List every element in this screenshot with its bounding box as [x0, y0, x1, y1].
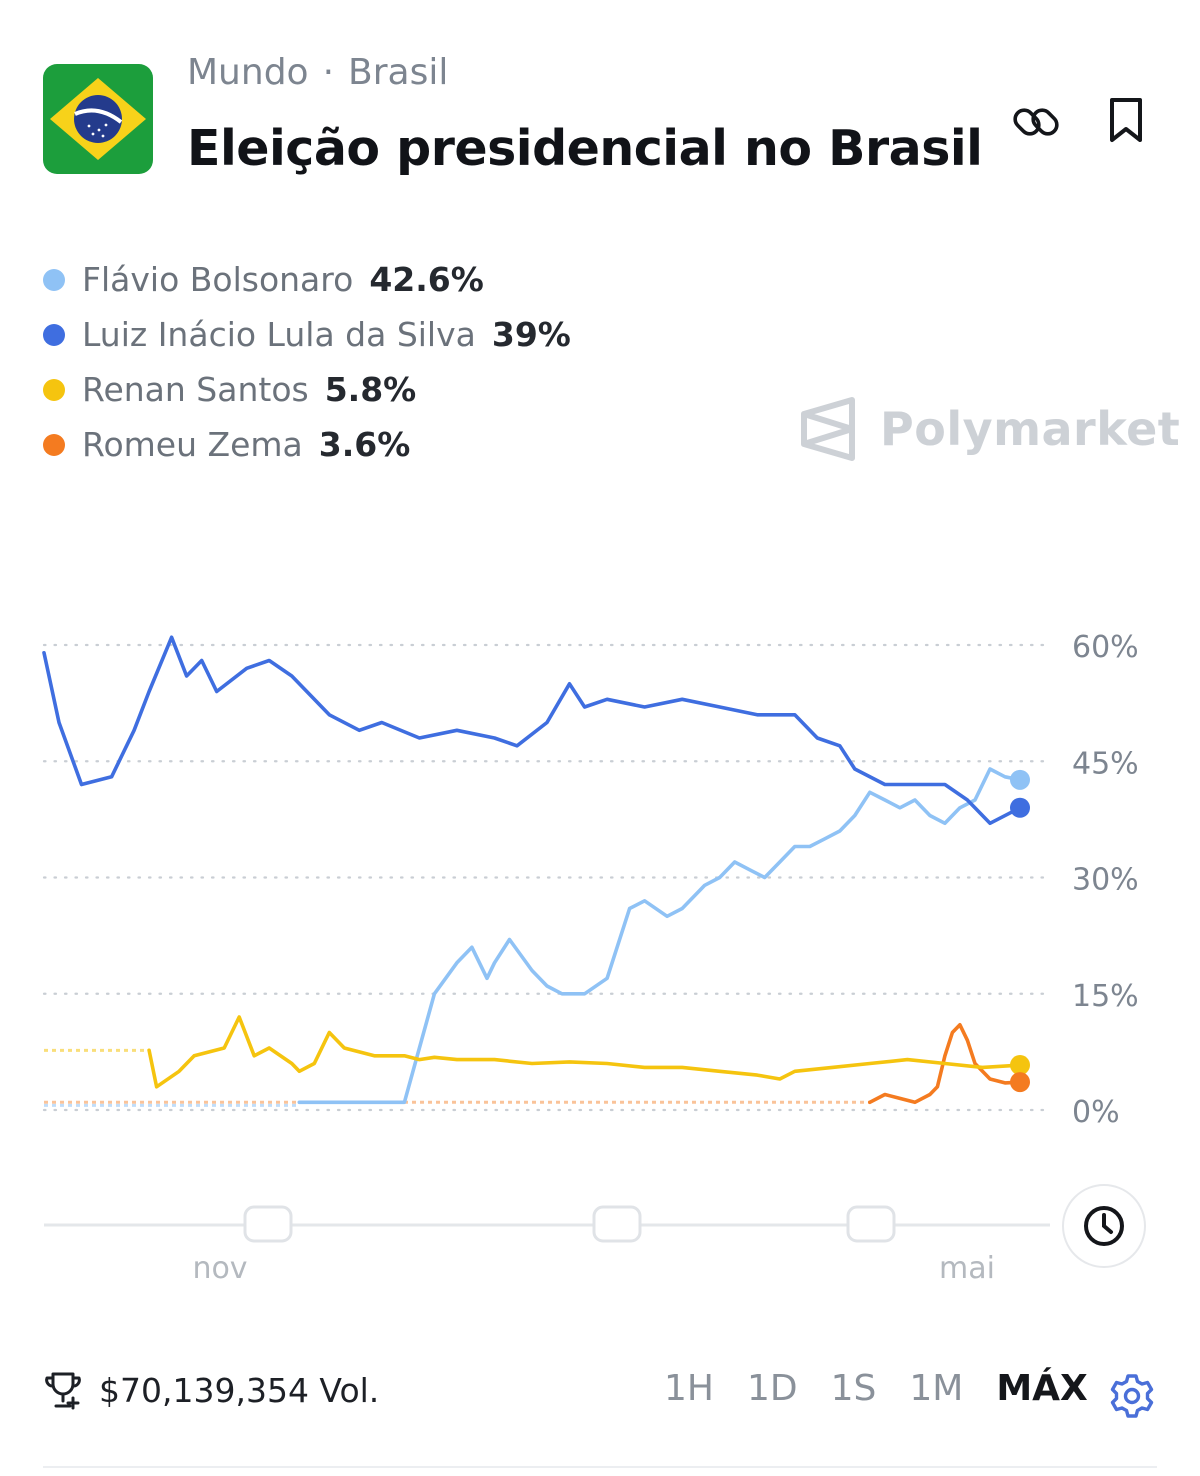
range-1d[interactable]: 1D: [746, 1368, 798, 1409]
y-tick-label: 15%: [1072, 979, 1139, 1014]
legend-value: 3.6%: [318, 425, 411, 464]
x-tick-label: nov: [192, 1251, 247, 1286]
bookmark-icon: [1110, 98, 1142, 142]
legend-value: 5.8%: [324, 370, 417, 409]
y-tick-label: 0%: [1072, 1095, 1120, 1130]
gear-icon: [1110, 1374, 1154, 1418]
range-max[interactable]: MÁX: [996, 1368, 1088, 1409]
watermark-text: Polymarket: [880, 402, 1181, 456]
legend-name: Romeu Zema: [82, 425, 303, 464]
timeline-handle[interactable]: [243, 1205, 293, 1243]
range-1s[interactable]: 1S: [830, 1368, 877, 1409]
chart-legend: Flávio Bolsonaro 42.6% Luiz Inácio Lula …: [43, 252, 571, 472]
bookmark-button[interactable]: [1096, 90, 1156, 150]
y-tick-label: 45%: [1072, 746, 1139, 781]
series-end-marker[interactable]: [1010, 1055, 1030, 1076]
history-button[interactable]: [1062, 1184, 1146, 1268]
copy-link-button[interactable]: [1006, 92, 1066, 152]
clock-icon: [1084, 1206, 1124, 1246]
polymarket-watermark: Polymarket: [798, 396, 1180, 462]
legend-item-romeu-zema[interactable]: Romeu Zema 3.6%: [43, 417, 571, 472]
time-range-selector: 1H 1D 1S 1M MÁX: [664, 1368, 1134, 1409]
y-tick-label: 60%: [1072, 630, 1139, 665]
breadcrumb-world[interactable]: Mundo: [187, 52, 309, 93]
divider: [43, 1466, 1157, 1468]
link-icon: [1013, 108, 1059, 136]
volume-label: $70,139,354 Vol.: [99, 1370, 380, 1410]
trophy-icon: [43, 1370, 83, 1410]
series-line-renan-santos[interactable]: [147, 1015, 1022, 1089]
page-title: Eleição presidencial no Brasil: [187, 120, 983, 177]
volume-display: $70,139,354 Vol.: [43, 1370, 379, 1410]
brazil-flag-icon: [43, 64, 153, 174]
breadcrumb: Mundo · Brasil: [187, 52, 448, 93]
legend-dot: [43, 268, 65, 291]
settings-button[interactable]: [1106, 1370, 1158, 1422]
series-line-fl-vio-bolsonaro[interactable]: [297, 767, 1022, 1105]
timeline-handle[interactable]: [592, 1205, 642, 1243]
legend-item-lula[interactable]: Luiz Inácio Lula da Silva 39%: [43, 307, 571, 362]
legend-item-flavio-bolsonaro[interactable]: Flávio Bolsonaro 42.6%: [43, 252, 571, 307]
legend-item-renan-santos[interactable]: Renan Santos 5.8%: [43, 362, 571, 417]
polymarket-logo-icon: [801, 397, 855, 461]
series-end-marker[interactable]: [1010, 797, 1030, 818]
range-1h[interactable]: 1H: [664, 1368, 714, 1409]
timeline-handle[interactable]: [846, 1205, 896, 1243]
price-chart[interactable]: 60% 45% 30% 15% 0% nov mai: [0, 580, 1200, 1310]
series-end-marker[interactable]: [1010, 1072, 1030, 1093]
legend-name: Flávio Bolsonaro: [82, 260, 354, 299]
legend-dot: [43, 378, 65, 401]
series-line-luiz-in-cio-lula-da-silva[interactable]: [42, 635, 1022, 826]
breadcrumb-brazil[interactable]: Brasil: [348, 52, 449, 93]
series-line-romeu-zema[interactable]: [867, 1022, 1022, 1105]
legend-value: 39%: [491, 315, 571, 354]
series-end-marker[interactable]: [1010, 769, 1030, 790]
legend-name: Renan Santos: [82, 370, 309, 409]
x-tick-label: mai: [939, 1251, 995, 1286]
legend-dot: [43, 433, 65, 456]
y-tick-label: 30%: [1072, 863, 1139, 898]
legend-name: Luiz Inácio Lula da Silva: [82, 315, 476, 354]
legend-dot: [43, 323, 65, 346]
breadcrumb-separator: ·: [322, 52, 335, 93]
legend-value: 42.6%: [369, 260, 484, 299]
range-1m[interactable]: 1M: [909, 1368, 964, 1409]
